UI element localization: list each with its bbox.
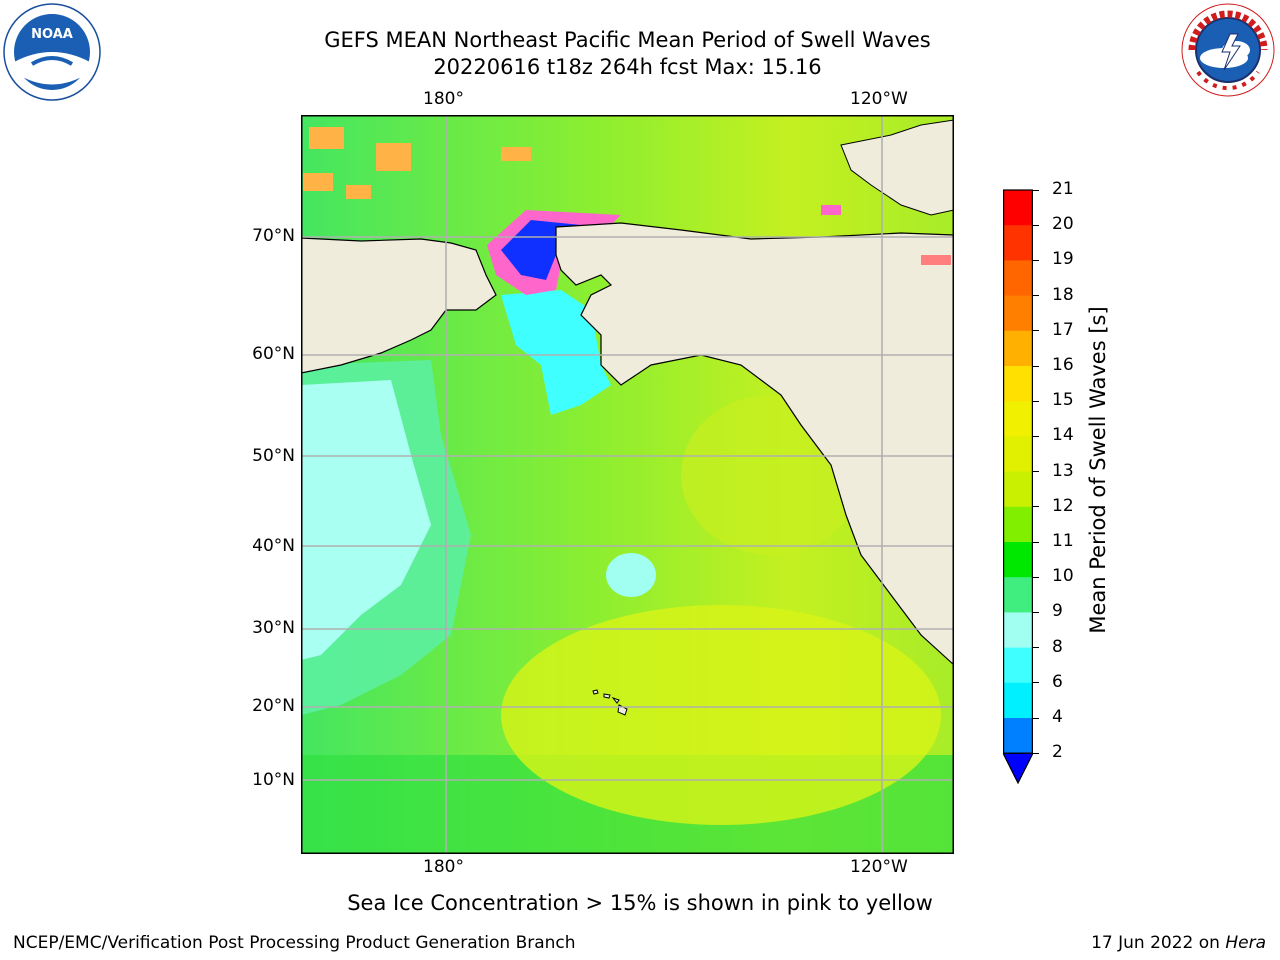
colorbar-label: 20 [1052,214,1074,235]
colorbar-segment [1003,612,1033,649]
colorbar-segment [1003,295,1033,332]
colorbar-frame [1003,189,1033,754]
lon-label-top-180: 180° [423,89,464,109]
lat-label-60n: 60°N [252,344,295,364]
colorbar-label: 16 [1052,355,1074,375]
lat-label-50n: 50°N [252,446,295,466]
colorbar-segment [1003,401,1033,437]
colorbar-segment [1003,718,1033,754]
colorbar-label: 8 [1052,636,1063,657]
colorbar-segment [1003,260,1033,297]
colorbar-tick [1033,259,1039,261]
lat-label-70n: 70°N [252,226,295,246]
land-hawaii [592,689,628,716]
noaa-logo: NOAA [2,2,102,102]
colorbar-extend-triangle [1002,752,1034,785]
colorbar-tick [1033,506,1039,508]
graticule [301,115,954,854]
colorbar-label: 14 [1052,425,1074,446]
lat-label-40n: 40°N [252,536,295,556]
colorbar-tick [1033,576,1039,578]
ice-patch-6 [821,205,841,215]
colorbar-label: 18 [1052,284,1074,305]
colorbar-label: 10 [1052,566,1074,587]
ocean-yellow-area [501,605,941,825]
lon-label-bottom-180: 180° [423,857,464,877]
colorbar-tick [1033,717,1039,719]
colorbar-segment [1003,682,1033,719]
date-value: 17 Jun 2022 on [1091,933,1226,953]
credit-text: NCEP/EMC/Verification Post Processing Pr… [13,933,576,953]
colorbar-label: 4 [1052,707,1063,727]
land-arctic-islands [840,119,954,216]
colorbar-tick [1033,471,1039,473]
ice-patch-3 [303,173,333,191]
colorbar-segment [1003,647,1033,684]
ice-patch-2 [376,143,411,171]
colorbar-tick [1033,400,1039,402]
colorbar-segment [1003,542,1033,578]
ice-patch-4 [346,185,371,199]
colorbar-segment [1003,471,1033,508]
colorbar-title: Mean Period of Swell Waves [s] [1086,306,1110,634]
colorbar-segment [1003,577,1033,613]
colorbar-label: 15 [1052,390,1074,411]
noaa-logo-text: NOAA [31,27,73,42]
colorbar-label: 21 [1052,179,1074,199]
map-frame [301,115,954,854]
colorbar-tick [1033,752,1039,754]
colorbar-tick [1033,541,1039,543]
colorbar-tick [1033,330,1039,332]
map-subtitle: 20220616 t18z 264h fcst Max: 15.16 [433,55,822,79]
colorbar-label: 19 [1052,249,1074,270]
colorbar-tick [1033,647,1039,649]
colorbar-tick [1033,682,1039,684]
lon-label-bottom-120w: 120°W [850,857,908,877]
date-text: 17 Jun 2022 on Hera [1091,933,1266,953]
colorbar-segment [1003,225,1033,261]
colorbar-tick [1033,435,1039,437]
bering-cyan [501,290,611,415]
colorbar-segment [1003,506,1033,543]
colorbar-segment [1003,436,1033,473]
ocean-west-lightblue [301,380,431,660]
colorbar-tick [1033,189,1039,191]
lat-label-10n: 10°N [252,770,295,790]
lat-label-30n: 30°N [252,618,295,638]
colorbar-label: 12 [1052,495,1074,516]
colorbar-label: 13 [1052,460,1074,481]
lon-label-top-120w: 120°W [850,89,908,109]
lat-label-20n: 20°N [252,696,295,716]
map-title: GEFS MEAN Northeast Pacific Mean Period … [324,28,931,52]
ice-patch-7 [921,255,951,265]
colorbar-tick [1033,224,1039,226]
colorbar-label: 2 [1052,742,1063,763]
colorbar-label: 11 [1052,531,1074,551]
colorbar-tick [1033,295,1039,297]
nws-logo [1178,0,1278,100]
map-panel [301,115,954,854]
colorbar-svg [1002,189,1034,785]
colorbar-segment [1003,330,1033,367]
colorbar-label: 6 [1052,671,1063,692]
sea-ice-note: Sea Ice Concentration > 15% is shown in … [347,891,933,915]
ocean-cyan-patch [606,553,656,597]
colorbar-tick [1033,365,1039,367]
ice-patch-1 [309,127,344,149]
ice-patch-5 [501,147,531,161]
colorbar-tick [1033,611,1039,613]
colorbar-label: 9 [1052,601,1063,622]
colorbar [1002,189,1034,785]
land-siberia [301,237,497,374]
colorbar-label: 17 [1052,319,1074,340]
machine-name: Hera [1225,933,1266,953]
colorbar-segment [1003,190,1033,226]
colorbar-segment [1003,366,1033,402]
land-alaska-canada [555,222,954,666]
map-svg [301,115,954,854]
